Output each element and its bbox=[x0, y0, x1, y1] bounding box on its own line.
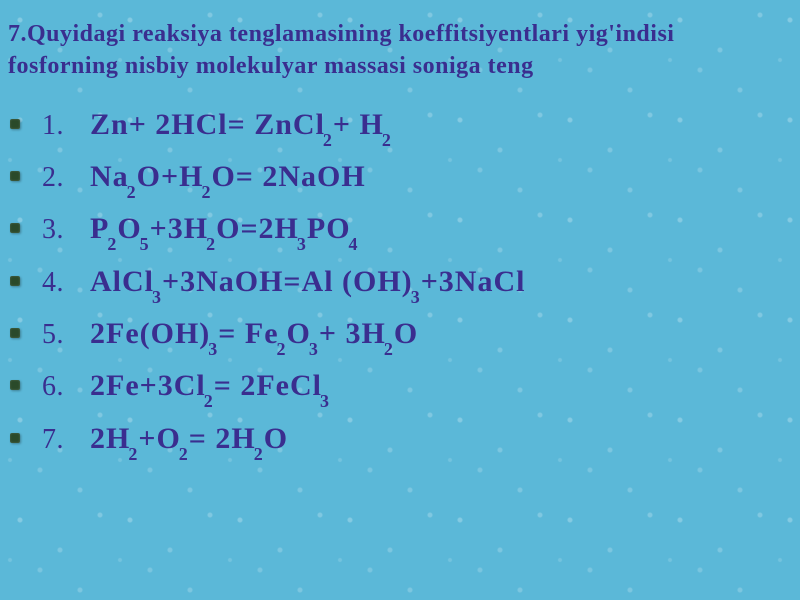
equation-text: 2Fe+3Cl2= 2FeCl3 bbox=[90, 366, 330, 408]
equation-item: 1.Zn+ 2HCl= ZnCl2+ H2 bbox=[10, 105, 800, 147]
item-number: 3. bbox=[42, 211, 90, 249]
bullet-icon bbox=[10, 223, 20, 233]
bullet-icon bbox=[10, 433, 20, 443]
item-number: 7. bbox=[42, 421, 90, 459]
equation-item: 4.AlCl3+3NaOH=Al (OH)3+3NaCl bbox=[10, 262, 800, 304]
bullet-icon bbox=[10, 171, 20, 181]
item-number: 5. bbox=[42, 316, 90, 354]
bullet-icon bbox=[10, 328, 20, 338]
equation-item: 3.P2O5+3H2O=2H3PO4 bbox=[10, 209, 800, 251]
equation-text: 2H2+O2= 2H2O bbox=[90, 419, 288, 461]
equation-text: 2Fe(OH)3= Fe2O3+ 3H2O bbox=[90, 314, 418, 356]
bullet-icon bbox=[10, 380, 20, 390]
equation-list: 1.Zn+ 2HCl= ZnCl2+ H22.Na2O+H2O= 2NaOH3.… bbox=[0, 105, 800, 461]
equation-item: 2.Na2O+H2O= 2NaOH bbox=[10, 157, 800, 199]
item-number: 1. bbox=[42, 107, 90, 145]
bullet-icon bbox=[10, 276, 20, 286]
equation-item: 7.2H2+O2= 2H2O bbox=[10, 419, 800, 461]
equation-item: 5.2Fe(OH)3= Fe2O3+ 3H2O bbox=[10, 314, 800, 356]
bullet-icon bbox=[10, 119, 20, 129]
item-number: 6. bbox=[42, 368, 90, 406]
equation-text: AlCl3+3NaOH=Al (OH)3+3NaCl bbox=[90, 262, 525, 304]
question-text: 7.Quyidagi reaksiya tenglamasining koeff… bbox=[0, 18, 800, 83]
item-number: 4. bbox=[42, 264, 90, 302]
equation-text: Na2O+H2O= 2NaOH bbox=[90, 157, 366, 199]
item-number: 2. bbox=[42, 159, 90, 197]
equation-item: 6.2Fe+3Cl2= 2FeCl3 bbox=[10, 366, 800, 408]
equation-text: P2O5+3H2O=2H3PO4 bbox=[90, 209, 359, 251]
equation-text: Zn+ 2HCl= ZnCl2+ H2 bbox=[90, 105, 392, 147]
